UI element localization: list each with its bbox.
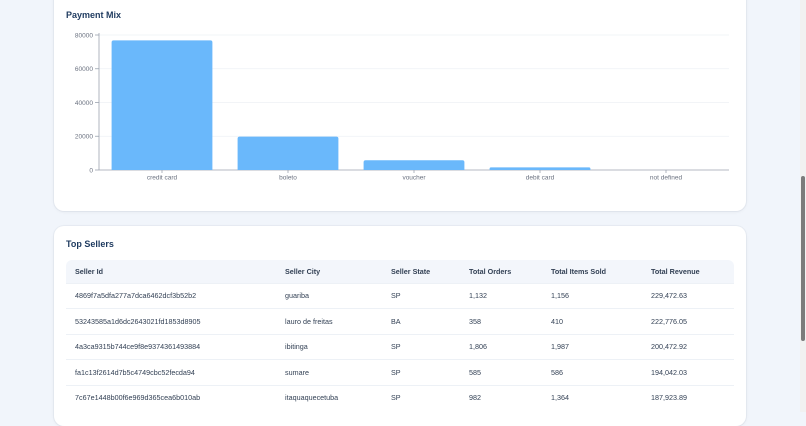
table-row[interactable]: fa1c13f2614d7b5c4749cbc52fecda94 sumare … xyxy=(66,360,734,386)
table-row[interactable]: 7c67e1448b00f6e969d365cea6b010ab itaquaq… xyxy=(66,385,734,410)
page-scrollbar[interactable] xyxy=(800,0,806,412)
cell-seller-city: lauro de freitas xyxy=(276,309,382,335)
y-tick-label: 20000 xyxy=(75,134,93,141)
scrollbar-thumb[interactable] xyxy=(801,176,805,341)
cell-total-revenue: 222,776.05 xyxy=(642,309,734,335)
cell-seller-city: sumare xyxy=(276,360,382,386)
y-tick-label: 0 xyxy=(89,167,93,174)
cell-seller-id: 4869f7a5dfa277a7dca6462dcf3b52b2 xyxy=(66,283,276,309)
x-tick-label: boleto xyxy=(279,175,297,182)
y-tick-label: 40000 xyxy=(75,100,93,107)
x-tick-label: debit card xyxy=(526,175,555,182)
cell-seller-state: SP xyxy=(382,334,460,360)
cell-total-items-sold: 1,987 xyxy=(542,334,642,360)
column-header-seller-id[interactable]: Seller Id xyxy=(66,260,276,283)
cell-total-items-sold: 410 xyxy=(542,309,642,335)
payment-mix-chart: 0 20000 40000 60000 80000 credit card boleto vo… xyxy=(54,0,746,211)
top-sellers-title: Top Sellers xyxy=(66,239,114,249)
cell-seller-id: fa1c13f2614d7b5c4749cbc52fecda94 xyxy=(66,360,276,386)
cell-seller-id: 53243585a1d6dc2643021fd1853d8905 xyxy=(66,309,276,335)
cell-total-items-sold: 1,156 xyxy=(542,283,642,309)
column-header-total-orders[interactable]: Total Orders xyxy=(460,260,542,283)
bar xyxy=(112,40,213,170)
table-row[interactable]: 4869f7a5dfa277a7dca6462dcf3b52b2 guariba… xyxy=(66,283,734,309)
bar xyxy=(364,160,465,170)
y-tick-label: 60000 xyxy=(75,66,93,73)
column-header-seller-state[interactable]: Seller State xyxy=(382,260,460,283)
column-header-seller-city[interactable]: Seller City xyxy=(276,260,382,283)
column-header-total-revenue[interactable]: Total Revenue xyxy=(642,260,734,283)
cell-total-orders: 358 xyxy=(460,309,542,335)
cell-seller-state: SP xyxy=(382,385,460,410)
cell-seller-city: ibitinga xyxy=(276,334,382,360)
cell-total-orders: 585 xyxy=(460,360,542,386)
cell-total-orders: 982 xyxy=(460,385,542,410)
bar xyxy=(490,167,591,170)
table-row[interactable]: 4a3ca9315b744ce9f8e9374361493884 ibiting… xyxy=(66,334,734,360)
cell-seller-state: SP xyxy=(382,283,460,309)
cell-total-items-sold: 1,364 xyxy=(542,385,642,410)
cell-seller-state: BA xyxy=(382,309,460,335)
cell-total-orders: 1,132 xyxy=(460,283,542,309)
x-tick-label: voucher xyxy=(402,175,426,182)
cell-total-revenue: 187,923.89 xyxy=(642,385,734,410)
y-tick-label: 80000 xyxy=(75,32,93,39)
column-header-total-items-sold[interactable]: Total Items Sold xyxy=(542,260,642,283)
cell-total-revenue: 194,042.03 xyxy=(642,360,734,386)
table-row[interactable]: 53243585a1d6dc2643021fd1853d8905 lauro d… xyxy=(66,309,734,335)
x-tick-label: credit card xyxy=(147,175,178,182)
cell-seller-city: itaquaquecetuba xyxy=(276,385,382,410)
cell-seller-city: guariba xyxy=(276,283,382,309)
top-sellers-table-wrap: Seller Id Seller City Seller State Total… xyxy=(66,260,734,410)
cell-seller-id: 4a3ca9315b744ce9f8e9374361493884 xyxy=(66,334,276,360)
cell-total-revenue: 229,472.63 xyxy=(642,283,734,309)
table-header-row: Seller Id Seller City Seller State Total… xyxy=(66,260,734,283)
cell-total-orders: 1,806 xyxy=(460,334,542,360)
cell-seller-id: 7c67e1448b00f6e969d365cea6b010ab xyxy=(66,385,276,410)
top-sellers-card: Top Sellers Seller Id Seller City Seller… xyxy=(54,226,746,426)
cell-seller-state: SP xyxy=(382,360,460,386)
bar xyxy=(238,137,339,170)
top-sellers-table: Seller Id Seller City Seller State Total… xyxy=(66,260,734,410)
cell-total-items-sold: 586 xyxy=(542,360,642,386)
cell-total-revenue: 200,472.92 xyxy=(642,334,734,360)
x-tick-label: not defined xyxy=(650,175,683,182)
